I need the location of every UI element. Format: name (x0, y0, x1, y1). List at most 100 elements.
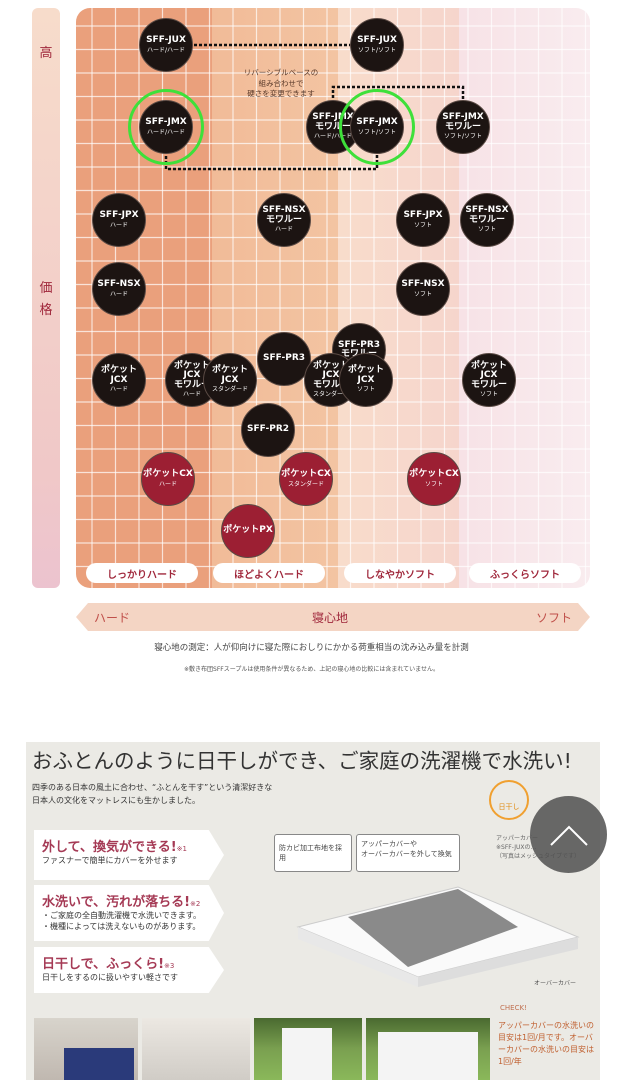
product-marker: ポケットJCX ハード (92, 353, 146, 407)
product-firmness: ソフト (413, 221, 432, 229)
column-label: しなやかソフト (344, 563, 456, 583)
product-firmness: ハード/ハード (146, 128, 186, 136)
product-marker: SFF-JUX ソフト/ソフト (350, 18, 404, 72)
feature-mark: ※3 (164, 962, 175, 970)
product-firmness: ハード (158, 480, 177, 488)
product-firmness: ソフト (477, 226, 496, 234)
sun-dry-badge: 日干し (489, 780, 529, 820)
product-name: ポケット JCX モワルー (312, 360, 349, 390)
mattress-photo (282, 1028, 332, 1080)
product-name: SFF-JPX (99, 210, 139, 221)
callout: アッパーカバーや オーバーカバーを外して換気 (356, 834, 460, 872)
comfort-soft-label: ソフト (536, 611, 573, 625)
product-marker: ポケットJCX スタンダード (203, 353, 257, 407)
check-text: アッパーカバーの水洗いの目安は1回/月です。オーバーカバーの水洗いの目安は1回/… (498, 1021, 594, 1066)
product-name: SFF-JMX (145, 117, 187, 128)
feature-title: 水洗いで、汚れが落ちる! (42, 895, 191, 910)
product-marker: ポケットCX ソフト (407, 452, 461, 506)
product-firmness: ハード/ハード (146, 46, 186, 54)
product-name: SFF-JUX (357, 35, 397, 46)
product-name: ポケットCX (281, 469, 331, 480)
product-firmness: ハード (274, 226, 293, 234)
feature-desc: ファスナーで簡単にカバーを外せます (42, 856, 178, 865)
product-name: ポケットCX (409, 469, 459, 480)
product-name: SFF-NSX (401, 279, 445, 290)
product-firmness: ハード/ハード (313, 133, 353, 141)
product-firmness: ソフト/ソフト (357, 46, 397, 54)
product-marker: ポケットPX (221, 504, 275, 558)
product-marker: SFF-NSX ソフト (396, 262, 450, 316)
column-label: ふっくらソフト (469, 563, 581, 583)
column-label: ほどよくハード (213, 563, 325, 583)
photo-removing-cover (34, 1018, 138, 1080)
product-name: ポケットPX (223, 525, 273, 536)
product-marker: SFF-JUX ハード/ハード (139, 18, 193, 72)
mattress-photo (64, 1048, 134, 1080)
section-headline: おふとんのように日干しができ、ご家庭の洗濯機で水洗い! (32, 749, 572, 773)
product-name: ポケット JCX モワルー (173, 360, 210, 390)
highlight-ring (128, 89, 204, 165)
check-title: CHECK! (500, 1004, 527, 1012)
product-name: SFF-PR3 (262, 353, 306, 364)
product-name: SFF-JMX (356, 117, 398, 128)
product-firmness: スタンダード (287, 480, 324, 488)
feature-desc: 日干しをするのに扱いやすい軽さです (42, 973, 178, 982)
footnote: ※敷き布団SFFスープルは使用条件が異なるため、上記の寝心地の比較には含まれてい… (183, 666, 440, 673)
section-intro: 四季のある日本の風土に合わせ、“ふとんを干す”という清潔好きな 日本人の文化をマ… (32, 783, 273, 805)
product-firmness: スタンダード (312, 391, 349, 398)
over-cover-label: オーバーカバー (534, 980, 576, 987)
feature-card: 水洗いで、汚れが落ちる!※2 ・ご家庭の全自動洗濯機で水洗いできます。 ・機種に… (34, 885, 224, 941)
product-firmness: ソフト (424, 480, 443, 488)
product-marker: SFF-JMX ソフト/ソフト (350, 100, 404, 154)
product-name: ポケットJCX (211, 365, 248, 385)
product-firmness: スタンダード (211, 386, 248, 394)
photo-sun-drying-1 (254, 1018, 362, 1080)
product-marker: SFF-JMX モワルー ソフト/ソフト (436, 100, 490, 154)
product-name: ポケットJCX モワルー (470, 360, 507, 390)
product-firmness: ハード (109, 221, 128, 229)
product-firmness: ソフト (356, 386, 375, 394)
chevron-up-icon (549, 825, 588, 846)
feature-mark: ※1 (176, 845, 187, 853)
comfort-hard-label: ハード (94, 611, 131, 625)
product-marker: ポケットCX ハード (141, 452, 195, 506)
feature-mark: ※2 (190, 900, 201, 908)
product-marker: ポケットJCX ソフト (339, 353, 393, 407)
product-name: SFF-JMX モワルー (312, 112, 354, 132)
feature-card: 日干しで、ふっくら!※3 日干しをするのに扱いやすい軽さです (34, 947, 224, 993)
product-marker: SFF-NSX モワルー ソフト (460, 193, 514, 247)
product-marker: SFF-JPX ソフト (396, 193, 450, 247)
feature-card: 外して、換気ができる!※1 ファスナーで簡単にカバーを外せます (34, 830, 224, 880)
product-firmness: ソフト/ソフト (443, 133, 483, 141)
product-name: ポケットCX (143, 469, 193, 480)
product-marker: SFF-PR2 (241, 403, 295, 457)
product-firmness: ソフト (413, 290, 432, 298)
feature-desc: ・ご家庭の全自動洗濯機で水洗いできます。 ・機種によっては洗えないものがあります… (42, 911, 201, 932)
mattress-photo (378, 1032, 478, 1080)
reversible-note: リバーシブルベースの 組み合わせで 硬さを変更できます (243, 68, 319, 98)
price-axis-bar (32, 8, 60, 588)
product-firmness: ハード (109, 290, 128, 298)
product-marker: SFF-NSX ハード (92, 262, 146, 316)
washable-feature-section: おふとんのように日干しができ、ご家庭の洗濯機で水洗い! 四季のある日本の風土に合… (26, 742, 600, 1080)
column-label: しっかりハード (86, 563, 198, 583)
photo-sun-drying-2 (366, 1018, 490, 1080)
product-name: SFF-NSX (97, 279, 141, 290)
product-name: ポケットJCX (347, 365, 384, 385)
sun-badge-text: 日干し (498, 803, 520, 811)
product-marker: SFF-JMX ハード/ハード (139, 100, 193, 154)
price-axis-label: 価格 (39, 281, 53, 318)
product-marker: ポケットJCX モワルー ソフト (462, 353, 516, 407)
product-marker: SFF-PR3 (257, 332, 311, 386)
product-marker: ポケットCX スタンダード (279, 452, 333, 506)
product-marker: SFF-JPX ハード (92, 193, 146, 247)
product-name: SFF-JPX (403, 210, 443, 221)
scroll-to-top-button[interactable] (530, 796, 607, 873)
callout: 防カビ加工布地を採用 (274, 834, 352, 872)
comfort-axis-label: 寝心地 (312, 611, 349, 625)
highlight-ring (339, 89, 415, 165)
measurement-note: 寝心地の測定：人が仰向けに寝た際におしりにかかる荷重相当の沈み込み量を計測 (154, 643, 469, 653)
product-firmness: ハード (182, 391, 201, 398)
product-name: SFF-PR2 (246, 424, 290, 435)
product-name: SFF-JUX (146, 35, 186, 46)
